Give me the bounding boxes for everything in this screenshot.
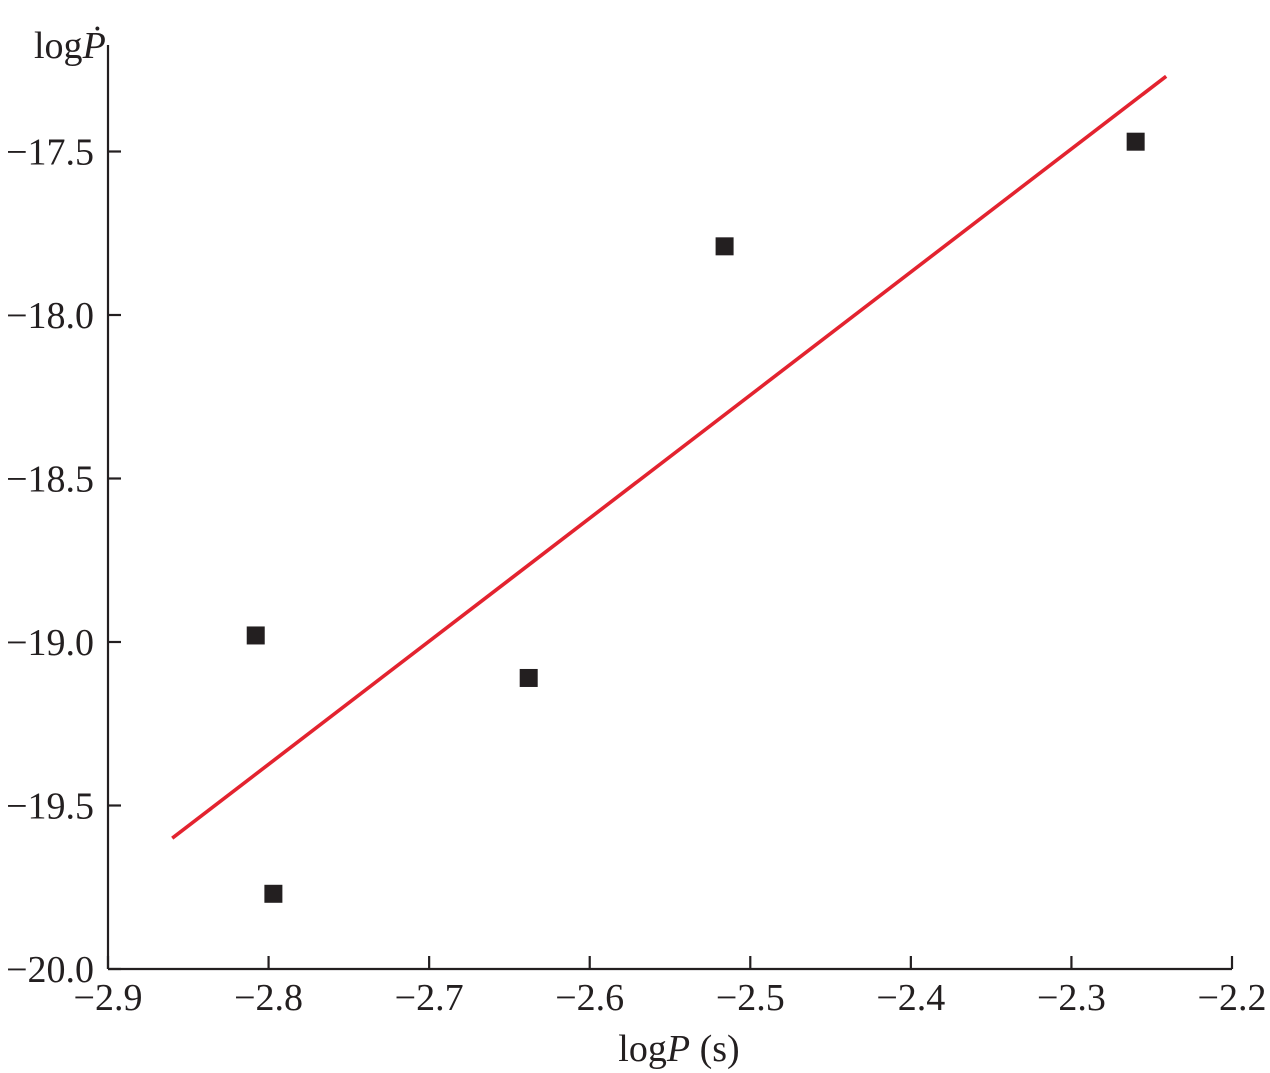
data-point-square (264, 884, 283, 903)
axis-labels-layer: logṖ logP (s) (34, 25, 740, 1070)
data-point-square (715, 237, 734, 256)
x-tick-label: −2.7 (395, 977, 464, 1019)
y-tick-label: −18.5 (6, 459, 94, 501)
y-tick-label: −17.5 (6, 132, 94, 174)
data-point-square (246, 626, 265, 645)
data-point-square (519, 668, 538, 687)
y-tick-label: −18.0 (6, 295, 94, 337)
x-tick-label: −2.9 (74, 977, 143, 1019)
y-tick-label: −19.0 (6, 622, 94, 664)
x-tick-label: −2.5 (716, 977, 785, 1019)
y-axis-label: logṖ (34, 25, 106, 67)
x-tick-label: −2.4 (876, 977, 945, 1019)
data-point-square (1126, 132, 1145, 151)
x-tick-label: −2.3 (1037, 977, 1106, 1019)
y-axis-label-var: Ṗ (82, 25, 106, 67)
x-axis-label-unit: (s) (690, 1028, 740, 1070)
x-axis-label-var: P (666, 1028, 690, 1070)
fit-line (171, 74, 1168, 840)
x-axis-label: logP (s) (618, 1028, 739, 1070)
x-tick-label: −2.6 (555, 977, 624, 1019)
x-tick-label: −2.8 (234, 977, 303, 1019)
axes: −2.9 −2.8 −2.7 −2.6 −2.5 −2.4 −2.3 −2.2 −17.5 −18… (6, 45, 1266, 1019)
y-tick-label: −19.5 (6, 786, 94, 828)
x-axis-label-prefix: log (618, 1028, 667, 1070)
fit-line-layer (171, 74, 1168, 840)
y-axis-label-prefix: log (34, 25, 83, 67)
x-tick-label: −2.2 (1198, 977, 1267, 1019)
data-points-layer (246, 132, 1145, 903)
y-tick-label: −20.0 (6, 949, 94, 991)
